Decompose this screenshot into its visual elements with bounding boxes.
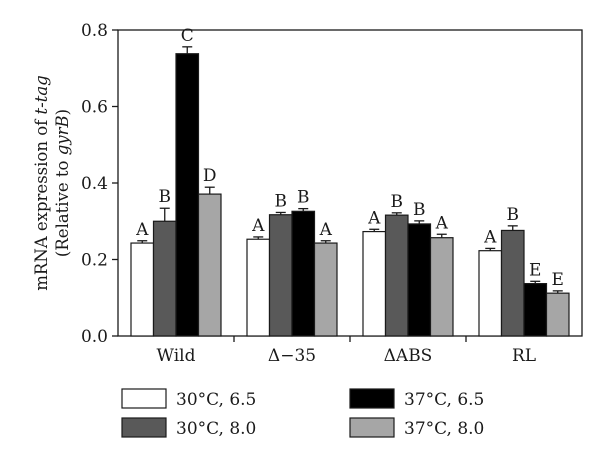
bar <box>384 214 409 337</box>
significance-letter: B <box>275 191 288 211</box>
bar <box>152 220 177 337</box>
significance-letter: A <box>251 216 265 236</box>
x-category-label: RL <box>512 346 536 366</box>
bar <box>197 193 222 337</box>
bar <box>545 292 570 337</box>
significance-letter: A <box>367 208 381 228</box>
significance-letter: A <box>435 213 449 233</box>
bar <box>130 242 155 337</box>
y-axis-label-line1: mRNA expression of t-tag <box>32 75 51 291</box>
bar <box>268 214 293 337</box>
significance-letter: A <box>135 220 149 240</box>
bar <box>175 53 200 337</box>
y-tick-label: 0.4 <box>81 174 108 194</box>
y-tick-label: 0.6 <box>81 98 108 118</box>
legend-label: 37°C, 6.5 <box>404 390 484 410</box>
y-tick-label: 0.0 <box>81 327 108 347</box>
y-axis-label-italic: gyrB <box>53 115 72 155</box>
y-axis-label: mRNA expression of t-tag(Relative to gyr… <box>32 75 72 291</box>
significance-letter: C <box>181 26 194 46</box>
significance-letter: B <box>507 205 520 225</box>
y-axis-label-text: (Relative to <box>53 155 72 257</box>
bar <box>362 230 387 337</box>
significance-letter: A <box>483 227 497 247</box>
significance-letter: B <box>413 200 426 220</box>
y-axis-label-line2: (Relative to gyrB) <box>53 109 72 257</box>
legend-swatch <box>349 417 395 438</box>
legend-swatch <box>349 388 395 409</box>
significance-letter: E <box>529 260 541 280</box>
x-category-label: Wild <box>157 346 196 366</box>
bar <box>478 250 503 337</box>
significance-letter: E <box>552 270 564 290</box>
bar <box>246 238 271 337</box>
significance-letter: D <box>203 166 217 186</box>
x-axis: Wild Δ−35 ΔABS RL <box>157 336 536 366</box>
y-axis-label-text: mRNA expression of <box>32 114 51 290</box>
x-category-label: Δ−35 <box>268 346 316 366</box>
significance-letter: B <box>159 187 172 207</box>
legend-swatch <box>121 417 167 438</box>
bar <box>313 242 338 337</box>
bar <box>429 237 454 337</box>
bar <box>291 210 316 337</box>
significance-letter: A <box>319 220 333 240</box>
significance-letter: B <box>391 192 404 212</box>
y-tick-label: 0.2 <box>81 251 108 271</box>
bars <box>130 46 570 337</box>
legend-label: 37°C, 8.0 <box>404 419 484 439</box>
legend-label: 30°C, 6.5 <box>176 390 256 410</box>
legend: 30°C, 6.5 30°C, 8.0 37°C, 6.5 37°C, 8.0 <box>121 388 484 439</box>
bar <box>407 223 432 337</box>
x-category-label: ΔABS <box>384 346 433 366</box>
y-axis-label-italic: t-tag <box>32 75 51 114</box>
bar <box>523 282 548 337</box>
significance-letter: B <box>297 188 310 208</box>
legend-label: 30°C, 8.0 <box>176 419 256 439</box>
bar <box>500 229 525 337</box>
legend-swatch <box>121 388 167 409</box>
y-axis: 0.0 0.2 0.4 0.6 0.8 <box>81 21 118 347</box>
y-axis-label-text: ) <box>53 109 72 115</box>
y-tick-label: 0.8 <box>81 21 108 41</box>
